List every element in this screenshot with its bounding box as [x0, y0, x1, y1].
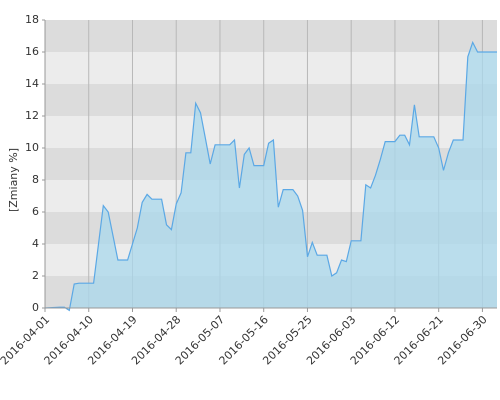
- grid-band: [45, 52, 497, 84]
- y-tick-label: 2: [32, 269, 39, 282]
- grid-band: [45, 20, 497, 52]
- y-tick-label: 4: [32, 237, 39, 250]
- y-tick-label: 8: [32, 173, 39, 186]
- y-tick-label: 0: [32, 301, 39, 314]
- grid-band: [45, 84, 497, 116]
- area: [45, 42, 497, 311]
- y-tick-label: 14: [25, 77, 39, 90]
- y-tick-label: 12: [25, 109, 39, 122]
- y-tick-label: 18: [25, 13, 39, 26]
- y-axis-label: [Zmiany %]: [7, 148, 20, 212]
- y-tick-label: 16: [25, 45, 39, 58]
- y-tick-label: 6: [32, 205, 39, 218]
- y-tick-label: 10: [25, 141, 39, 154]
- line: [44, 40, 497, 312]
